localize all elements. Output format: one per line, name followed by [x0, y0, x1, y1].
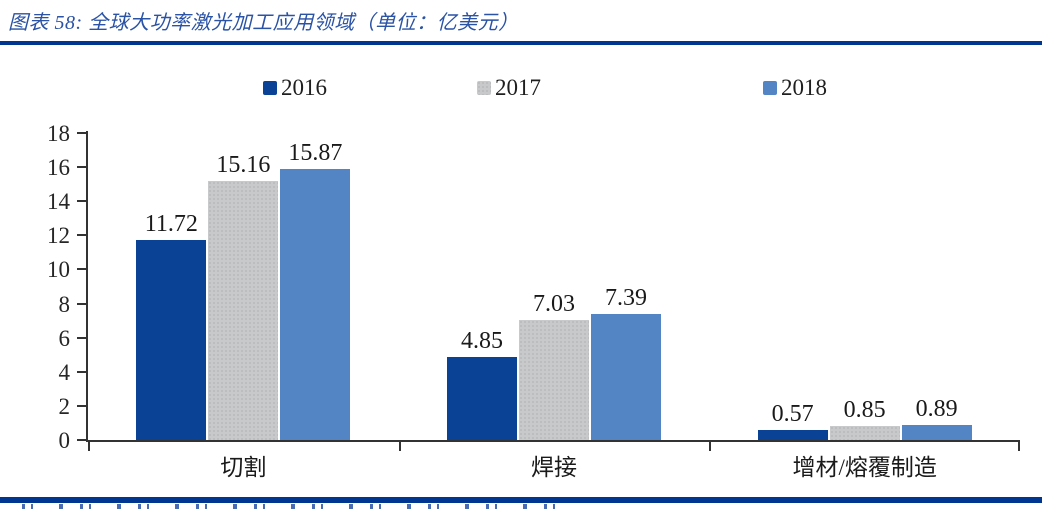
figure-title: 图表 58: 全球大功率激光加工应用领域（单位：亿美元）	[8, 12, 519, 34]
x-axis-tick-mark	[398, 442, 401, 451]
cropped-source-text-fragment	[22, 504, 570, 509]
bar-column: 0.89	[901, 395, 972, 440]
legend-swatch-2017	[477, 80, 491, 95]
x-axis-tick-mark	[88, 442, 90, 451]
bar-column: 7.03	[518, 291, 589, 440]
bar-value-label: 4.85	[460, 328, 503, 355]
y-axis-tick-mark	[77, 200, 86, 203]
bar-2016-0	[136, 240, 207, 440]
bar-2016-1	[446, 357, 517, 440]
y-axis-tick-mark	[77, 234, 86, 237]
x-axis-line	[86, 440, 1020, 442]
bar-value-label: 0.89	[915, 395, 958, 422]
bar-value-label: 7.39	[604, 284, 647, 311]
legend-label-2018: 2018	[781, 75, 827, 100]
category-label: 增材/熔覆制造	[792, 455, 937, 480]
y-axis-tick-label: 4	[58, 359, 71, 385]
bar-column: 0.85	[829, 396, 900, 440]
y-axis-tick-label: 2	[58, 393, 71, 419]
category-label: 切割	[220, 455, 267, 480]
bar-value-label: 0.85	[843, 396, 886, 423]
legend-item-2018: 2018	[763, 76, 827, 99]
plot-area: 0 2 4 6 8 10 12 14 16 18 11.72 15.16 15.87 切割 4.85 7.03…	[47, 122, 1020, 479]
y-axis-tick-label: 10	[47, 257, 70, 283]
bar-column: 7.39	[590, 284, 661, 440]
y-axis-tick-mark	[77, 404, 86, 407]
bar-2018-1	[590, 313, 661, 440]
y-axis-tick-label: 14	[47, 189, 70, 215]
bar-2017-1	[518, 320, 589, 440]
y-axis-tick-mark	[77, 336, 86, 339]
legend-item-2017: 2017	[477, 76, 541, 99]
legend-swatch-2016	[263, 80, 277, 95]
bar-value-label: 0.57	[771, 401, 814, 428]
legend-label-2017: 2017	[495, 75, 541, 100]
bar-2016-2	[757, 430, 828, 440]
y-axis-tick-mark	[77, 132, 86, 134]
y-axis-tick-label: 12	[47, 223, 70, 249]
y-axis-tick-mark	[77, 268, 86, 271]
bar-column: 4.85	[446, 328, 517, 440]
bar-value-label: 7.03	[532, 291, 575, 318]
bar-value-label: 15.87	[288, 140, 343, 167]
bar-column: 0.57	[757, 401, 828, 440]
bar-column: 15.87	[280, 140, 351, 440]
bottom-divider-rule	[0, 497, 1042, 503]
y-axis-tick-label: 16	[47, 155, 70, 181]
bar-2018-0	[280, 169, 351, 440]
bar-group: 4.85 7.03 7.39	[399, 133, 710, 440]
bar-column: 15.16	[208, 152, 279, 440]
y-axis-tick-mark	[77, 370, 86, 373]
bar-value-label: 15.16	[216, 152, 271, 179]
y-axis-tick-mark	[77, 439, 86, 441]
bar-column: 11.72	[136, 211, 207, 440]
y-axis-tick-label: 18	[47, 121, 70, 146]
top-divider-rule	[0, 41, 1042, 45]
bar-2017-2	[829, 425, 900, 440]
y-axis-tick-mark	[77, 302, 86, 305]
bar-2018-2	[901, 424, 972, 440]
bar-2017-0	[208, 181, 279, 440]
legend-label-2016: 2016	[281, 75, 327, 100]
legend-item-2016: 2016	[263, 76, 327, 99]
category-label: 焊接	[530, 455, 577, 480]
bar-group: 11.72 15.16 15.87	[88, 133, 399, 440]
bar-value-label: 11.72	[144, 211, 198, 238]
x-axis-tick-mark	[1018, 442, 1020, 451]
y-axis-line	[86, 131, 88, 442]
y-axis-tick-mark	[77, 166, 86, 169]
x-axis-tick-mark	[709, 442, 712, 451]
y-axis-tick-label: 0	[58, 428, 71, 453]
y-axis-tick-label: 8	[58, 291, 71, 317]
bar-group: 0.57 0.85 0.89	[709, 133, 1020, 440]
y-axis-tick-label: 6	[58, 325, 71, 351]
legend-swatch-2018	[763, 80, 777, 95]
